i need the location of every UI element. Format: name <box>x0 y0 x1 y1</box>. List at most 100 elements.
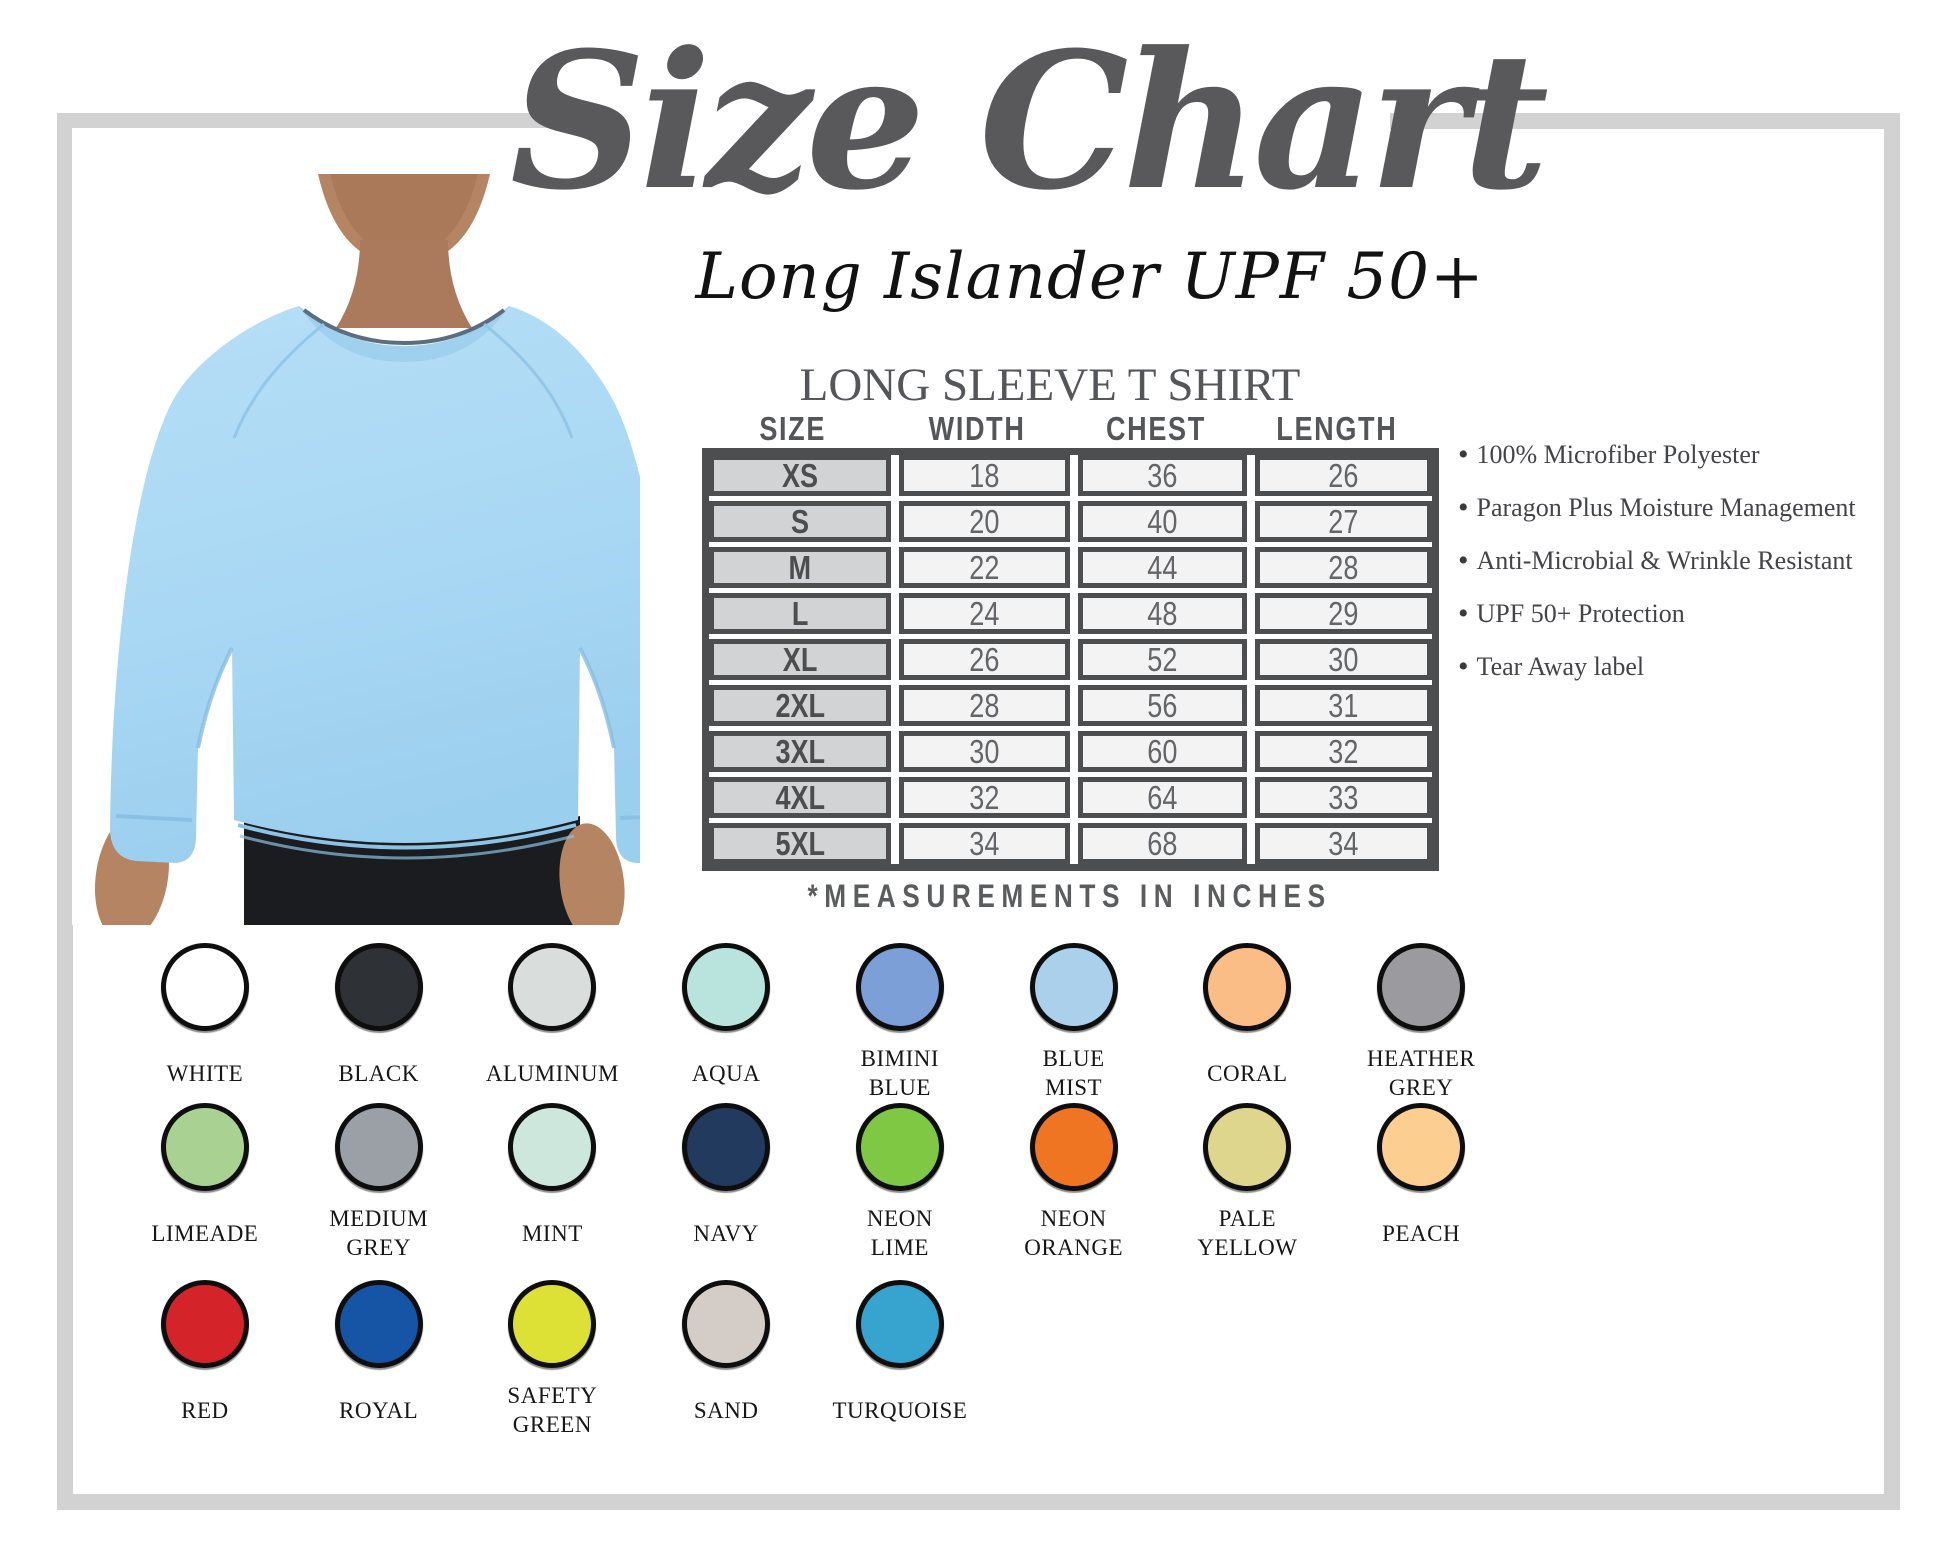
color-name: MEDIUM GREY <box>329 1206 429 1260</box>
chest-value: 56 <box>1078 685 1247 726</box>
size-label: 3XL <box>709 731 891 772</box>
size-table-header: SIZE WIDTH CHEST LENGTH <box>702 410 1440 448</box>
chest-value: 60 <box>1078 731 1247 772</box>
color-swatch: ALUMINUM <box>466 943 640 1103</box>
color-name: NEON ORANGE <box>1024 1206 1124 1260</box>
length-value: 26 <box>1255 455 1432 496</box>
color-circle <box>855 943 944 1031</box>
column-header-size: SIZE <box>759 410 827 447</box>
color-swatch: PEACH <box>1334 1103 1508 1263</box>
color-name: BIMINI BLUE <box>860 1046 940 1100</box>
color-name: NAVY <box>693 1220 759 1246</box>
width-value: 22 <box>899 547 1070 588</box>
color-swatch: SAND <box>639 1280 813 1440</box>
width-value: 32 <box>899 777 1070 818</box>
chest-value: 68 <box>1078 823 1247 864</box>
color-circle <box>334 1280 423 1368</box>
length-value: 32 <box>1255 731 1432 772</box>
chest-value: 40 <box>1078 501 1247 542</box>
color-circle <box>1203 1103 1292 1191</box>
frame-right <box>1884 113 1900 1510</box>
color-swatch: WHITE <box>118 943 292 1103</box>
color-circle <box>1377 1103 1466 1191</box>
feature-item: • Paragon Plus Moisture Management <box>1458 491 1856 524</box>
length-value: 34 <box>1255 823 1432 864</box>
color-circle <box>1029 1103 1118 1191</box>
bullet-icon: • <box>1458 544 1469 577</box>
length-value: 31 <box>1255 685 1432 726</box>
feature-item: • Tear Away label <box>1458 650 1645 683</box>
size-label: M <box>709 547 891 588</box>
color-name: MINT <box>521 1220 583 1246</box>
chest-value: 44 <box>1078 547 1247 588</box>
page-subtitle: Long Islander UPF 50+ <box>695 240 1485 314</box>
width-value: 30 <box>899 731 1070 772</box>
color-circle <box>160 1280 249 1368</box>
color-swatch: MINT <box>466 1103 640 1263</box>
size-label: XL <box>709 639 891 680</box>
color-name: WHITE <box>166 1060 244 1086</box>
product-photo <box>72 128 640 925</box>
color-circle <box>508 1280 597 1368</box>
size-label: 5XL <box>709 823 891 864</box>
color-circle <box>855 1103 944 1191</box>
size-label: S <box>709 501 891 542</box>
column-header-width: WIDTH <box>929 410 1026 447</box>
length-value: 27 <box>1255 501 1432 542</box>
color-swatch: NEON ORANGE <box>987 1103 1161 1263</box>
size-label: XS <box>709 455 891 496</box>
color-swatch: HEATHER GREY <box>1334 943 1508 1103</box>
chest-value: 48 <box>1078 593 1247 634</box>
color-name: SAFETY GREEN <box>507 1383 598 1437</box>
width-value: 20 <box>899 501 1070 542</box>
color-swatch: PALE YELLOW <box>1161 1103 1335 1263</box>
color-circle <box>160 1103 249 1191</box>
feature-item: • 100% Microfiber Polyester <box>1458 438 1760 471</box>
measurements-note: *MEASUREMENTS IN INCHES <box>807 878 1333 914</box>
bullet-icon: • <box>1458 597 1469 630</box>
product-line-title: LONG SLEEVE T SHIRT <box>799 359 1301 411</box>
chest-value: 36 <box>1078 455 1247 496</box>
color-name: BLUE MIST <box>1042 1046 1105 1100</box>
color-swatch: MEDIUM GREY <box>292 1103 466 1263</box>
color-swatch: BIMINI BLUE <box>813 943 987 1103</box>
color-swatch: CORAL <box>1161 943 1335 1103</box>
frame-left <box>57 113 73 1510</box>
color-swatch: RED <box>118 1280 292 1440</box>
color-swatch-row-3: RED ROYAL SAFETY GREEN SAND TURQUOISE <box>118 1280 1508 1440</box>
color-circle <box>334 943 423 1031</box>
color-swatch: LIMEADE <box>118 1103 292 1263</box>
model-in-blue-long-sleeve-shirt-illustration <box>72 128 640 925</box>
color-name: TURQUOISE <box>832 1397 968 1423</box>
page-title: Size Chart <box>510 11 1549 232</box>
color-circle <box>334 1103 423 1191</box>
color-swatch-row-2: LIMEADE MEDIUM GREY MINT NAVY NEON LIME … <box>118 1103 1508 1263</box>
column-header-length: LENGTH <box>1275 410 1398 447</box>
color-circle <box>682 1103 771 1191</box>
size-table: XS 18 36 26 S 20 40 27 M 22 44 28 L 24 4… <box>702 448 1439 871</box>
width-value: 28 <box>899 685 1070 726</box>
bullet-icon: • <box>1458 650 1469 683</box>
frame-bottom <box>57 1494 1900 1510</box>
color-circle <box>682 1280 771 1368</box>
width-value: 24 <box>899 593 1070 634</box>
color-name: PEACH <box>1382 1220 1461 1246</box>
color-swatch: ROYAL <box>292 1280 466 1440</box>
color-name: RED <box>181 1397 229 1423</box>
color-swatch: NEON LIME <box>813 1103 987 1263</box>
chest-value: 52 <box>1078 639 1247 680</box>
color-circle <box>160 943 249 1031</box>
color-circle <box>855 1280 944 1368</box>
color-circle <box>508 943 597 1031</box>
color-name: LIMEADE <box>151 1220 259 1246</box>
bullet-icon: • <box>1458 491 1469 524</box>
feature-item: • UPF 50+ Protection <box>1458 597 1685 630</box>
color-circle <box>1203 943 1292 1031</box>
color-name: ALUMINUM <box>485 1060 619 1086</box>
size-label: 2XL <box>709 685 891 726</box>
color-circle <box>682 943 771 1031</box>
feature-item: • Anti-Microbial & Wrinkle Resistant <box>1458 544 1853 577</box>
bullet-icon: • <box>1458 438 1469 471</box>
color-name: ROYAL <box>339 1397 419 1423</box>
color-name: SAND <box>693 1397 759 1423</box>
